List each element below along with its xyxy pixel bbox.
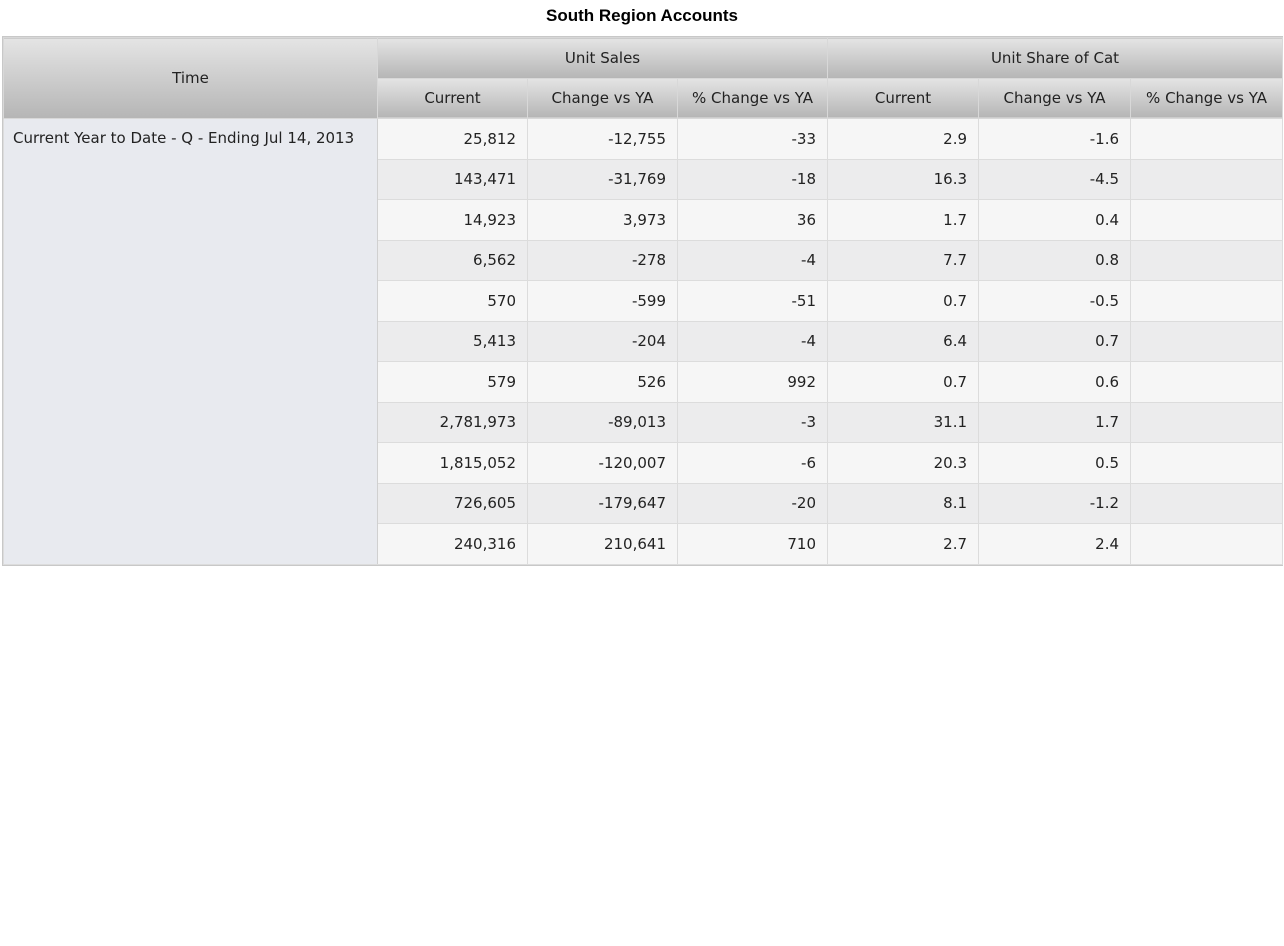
unit-share-change-cell: -0.5: [978, 280, 1132, 322]
unit-share-change-header[interactable]: Change vs YA: [978, 77, 1132, 119]
unit-sales-current-cell: 2,781,973: [377, 401, 528, 443]
unit-share-current-cell: 7.7: [827, 239, 980, 281]
unit-sales-pct-change-cell: -18: [676, 158, 829, 200]
unit-sales-change-cell: 210,641: [527, 523, 678, 565]
unit-share-change-cell: 0.5: [978, 442, 1132, 484]
unit-share-change-cell: 0.4: [978, 199, 1132, 241]
table-row: 14,923 3,973 36 1.7 0.4: [4, 199, 1284, 241]
unit-sales-change-cell: -31,769: [527, 158, 678, 200]
unit-share-current-cell: 6.4: [827, 320, 980, 362]
unit-share-pct-change-cell: [1130, 361, 1284, 403]
report-title: South Region Accounts: [545, 6, 739, 25]
unit-share-pct-change-cell: [1130, 118, 1284, 160]
table-row: Current Year to Date - Q - Ending Jul 14…: [3, 118, 1284, 565]
unit-sales-pct-change-cell: 36: [676, 199, 829, 241]
data-table-container: Time Unit Sales Unit Share of Cat Curren…: [2, 36, 1284, 566]
unit-share-change-cell: 0.7: [978, 320, 1132, 362]
unit-share-pct-change-cell: [1130, 442, 1284, 484]
table-row: 570 -599 -51 0.7 -0.5: [4, 280, 1284, 322]
unit-sales-current-cell: 1,815,052: [377, 442, 528, 484]
table-row: 1,815,052 -120,007 -6 20.3 0.5: [4, 442, 1284, 484]
data-table: Time Unit Sales Unit Share of Cat Curren…: [3, 37, 1284, 565]
unit-share-current-cell: 0.7: [827, 361, 980, 403]
unit-share-pct-change-cell: [1130, 523, 1284, 565]
unit-sales-current-cell: 143,471: [377, 158, 528, 200]
unit-share-change-cell: 1.7: [978, 401, 1132, 443]
unit-share-current-cell: 20.3: [827, 442, 980, 484]
unit-sales-pct-change-cell: -4: [676, 239, 829, 281]
unit-sales-pct-change-cell: 992: [676, 361, 829, 403]
unit-sales-change-cell: -278: [527, 239, 678, 281]
unit-sales-pct-change-cell: -6: [676, 442, 829, 484]
table-row: 240,316 210,641 710 2.7 2.4: [4, 523, 1284, 565]
unit-share-pct-change-cell: [1130, 320, 1284, 362]
unit-share-pct-change-cell: [1130, 239, 1284, 281]
unit-sales-change-cell: -120,007: [527, 442, 678, 484]
table-row: 2,781,973 -89,013 -3 31.1 1.7: [4, 401, 1284, 443]
unit-sales-group-header[interactable]: Unit Sales: [376, 37, 829, 79]
table-row: 5,413 -204 -4 6.4 0.7: [4, 320, 1284, 362]
unit-sales-change-header[interactable]: Change vs YA: [527, 77, 678, 119]
unit-sales-current-cell: 570: [377, 280, 528, 322]
unit-sales-current-cell: 726,605: [377, 482, 528, 524]
table-row: 726,605 -179,647 -20 8.1 -1.2: [4, 482, 1284, 524]
unit-share-change-cell: 2.4: [978, 523, 1132, 565]
table-body: Current Year to Date - Q - Ending Jul 14…: [3, 118, 1284, 565]
unit-share-change-cell: -1.6: [978, 118, 1132, 160]
unit-share-pct-change-cell: [1130, 401, 1284, 443]
unit-sales-pct-change-cell: -33: [676, 118, 829, 160]
unit-share-current-cell: 2.9: [827, 118, 980, 160]
unit-sales-change-cell: -179,647: [527, 482, 678, 524]
unit-share-pct-change-cell: [1130, 158, 1284, 200]
unit-share-change-cell: 0.8: [978, 239, 1132, 281]
unit-share-pct-change-cell: [1130, 199, 1284, 241]
table-row: 6,562 -278 -4 7.7 0.8: [4, 239, 1284, 281]
time-row-label: Current Year to Date - Q - Ending Jul 14…: [3, 118, 378, 565]
unit-share-group-header[interactable]: Unit Share of Cat: [827, 37, 1284, 79]
unit-sales-pct-change-cell: 710: [676, 523, 829, 565]
unit-share-current-cell: 8.1: [827, 482, 980, 524]
unit-share-pct-change-cell: [1130, 280, 1284, 322]
unit-share-current-cell: 0.7: [827, 280, 980, 322]
unit-sales-change-cell: 526: [527, 361, 678, 403]
unit-sales-pct-change-header[interactable]: % Change vs YA: [676, 77, 829, 119]
unit-sales-current-header[interactable]: Current: [377, 77, 528, 119]
unit-share-change-cell: -4.5: [978, 158, 1132, 200]
unit-sales-change-cell: -599: [527, 280, 678, 322]
unit-sales-current-cell: 5,413: [377, 320, 528, 362]
unit-share-change-cell: 0.6: [978, 361, 1132, 403]
unit-sales-current-cell: 6,562: [377, 239, 528, 281]
unit-sales-current-cell: 14,923: [377, 199, 528, 241]
unit-sales-pct-change-cell: -3: [676, 401, 829, 443]
unit-share-change-cell: -1.2: [978, 482, 1132, 524]
table-row: 143,471 -31,769 -18 16.3 -4.5: [4, 158, 1284, 200]
unit-sales-current-cell: 579: [377, 361, 528, 403]
unit-sales-change-cell: -204: [527, 320, 678, 362]
time-column-header[interactable]: Time: [3, 37, 378, 119]
unit-share-current-cell: 2.7: [827, 523, 980, 565]
unit-sales-current-cell: 240,316: [377, 523, 528, 565]
unit-sales-pct-change-cell: -20: [676, 482, 829, 524]
unit-sales-pct-change-cell: -4: [676, 320, 829, 362]
unit-share-pct-change-header[interactable]: % Change vs YA: [1130, 77, 1284, 119]
unit-share-current-cell: 31.1: [827, 401, 980, 443]
unit-sales-pct-change-cell: -51: [676, 280, 829, 322]
unit-sales-change-cell: -12,755: [527, 118, 678, 160]
unit-share-current-cell: 16.3: [827, 158, 980, 200]
unit-sales-current-cell: 25,812: [377, 118, 528, 160]
unit-share-pct-change-cell: [1130, 482, 1284, 524]
unit-share-current-cell: 1.7: [827, 199, 980, 241]
unit-share-current-header[interactable]: Current: [827, 77, 980, 119]
unit-sales-change-cell: -89,013: [527, 401, 678, 443]
unit-sales-change-cell: 3,973: [527, 199, 678, 241]
